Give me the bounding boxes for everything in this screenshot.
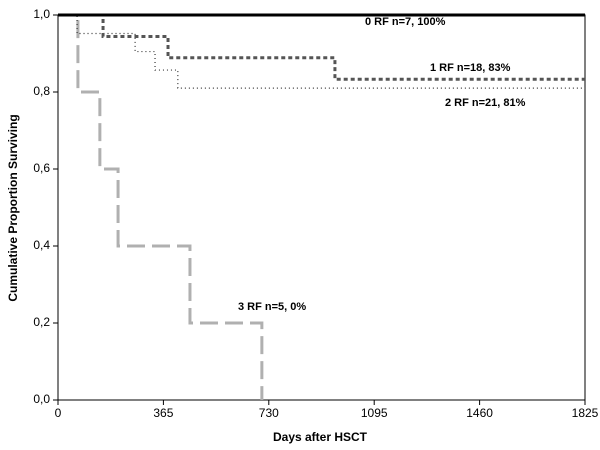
y-tick-label: 0,4 [33, 238, 50, 252]
x-tick-label: 1825 [572, 406, 599, 420]
x-tick-label: 730 [259, 406, 279, 420]
x-axis-title: Days after HSCT [273, 430, 368, 444]
survival-curve [58, 14, 585, 89]
x-tick-label: 365 [153, 406, 173, 420]
y-tick-label: 0,6 [33, 161, 50, 175]
curve-label: 3 RF n=5, 0% [238, 301, 306, 313]
y-axis-title: Cumulative Proportion Surviving [6, 114, 20, 301]
curve-label: 2 RF n=21, 81% [445, 97, 526, 109]
curve-label: 0 RF n=7, 100% [365, 16, 446, 28]
y-tick-label: 1,0 [33, 7, 50, 21]
y-tick-label: 0,2 [33, 315, 50, 329]
x-tick-label: 1095 [361, 406, 388, 420]
y-tick-label: 0,0 [33, 392, 50, 406]
curve-label: 1 RF n=18, 83% [430, 62, 511, 74]
x-tick-label: 0 [55, 406, 62, 420]
y-tick-label: 0,8 [33, 84, 50, 98]
survival-curve [58, 13, 585, 81]
x-tick-label: 1460 [466, 406, 493, 420]
survival-curve [58, 13, 264, 400]
